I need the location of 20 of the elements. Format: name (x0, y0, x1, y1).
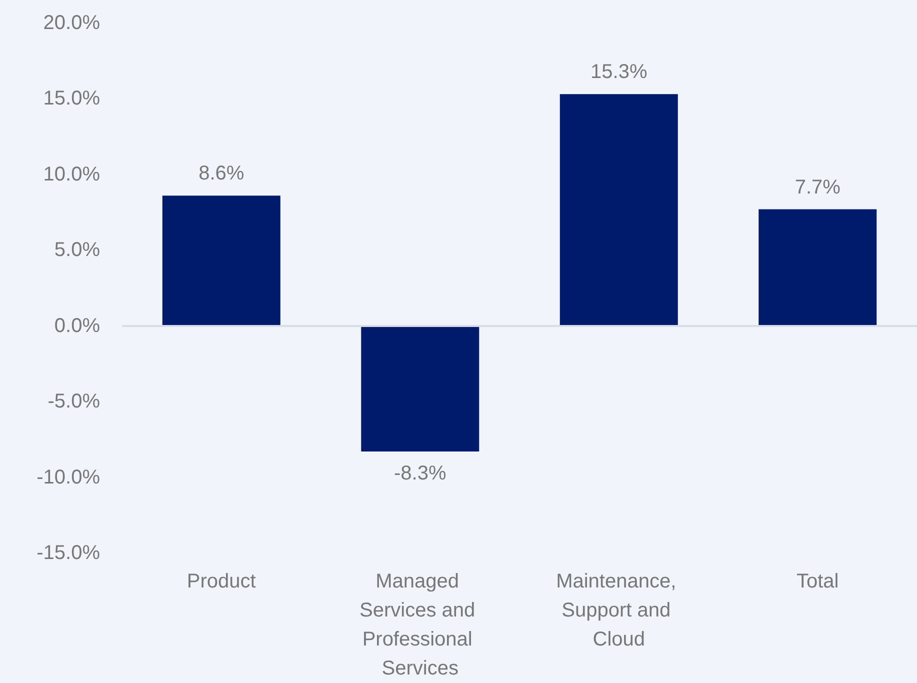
y-tick-label: -15.0% (36, 542, 100, 564)
y-tick-label: -5.0% (48, 390, 100, 413)
data-label: 15.3% (590, 61, 648, 84)
y-tick-label: 10.0% (43, 163, 100, 186)
data-label: 8.6% (198, 162, 244, 185)
bar (758, 209, 877, 326)
data-label: 7.7% (794, 176, 841, 198)
bar (162, 196, 280, 326)
bar (361, 326, 480, 452)
x-tick-label: Product (186, 570, 256, 592)
x-tick-label: Managed Services and Professional Services (360, 570, 481, 680)
x-tick-label: Maintenance, Support and Cloud (556, 570, 682, 650)
bar (560, 94, 678, 326)
data-label: -8.3% (394, 462, 446, 485)
x-tick-label: Total (796, 570, 839, 592)
y-tick-label: 5.0% (54, 239, 100, 262)
y-tick-label: 0.0% (54, 314, 100, 337)
y-tick-label: -10.0% (36, 466, 100, 488)
y-tick-label: 20.0% (43, 12, 100, 34)
y-tick-label: 15.0% (43, 88, 100, 110)
